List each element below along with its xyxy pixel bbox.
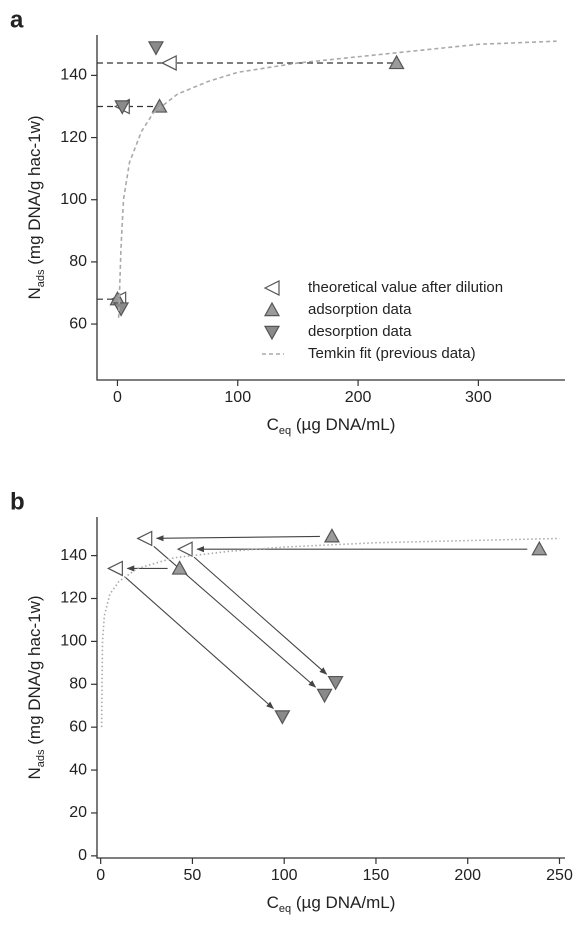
legend-label: desorption data xyxy=(308,323,412,340)
x-tick-label: 300 xyxy=(465,389,492,406)
arrow xyxy=(155,535,320,542)
data-point xyxy=(114,100,131,115)
y-tick-label: 140 xyxy=(60,67,87,84)
data-point xyxy=(323,528,340,543)
y-tick-label: 80 xyxy=(69,253,87,270)
y-tick-label: 60 xyxy=(69,315,87,332)
data-point xyxy=(388,54,405,70)
y-tick-label: 100 xyxy=(60,633,87,650)
data-point xyxy=(171,560,188,575)
legend-label: adsorption data xyxy=(308,301,412,318)
y-axis-label: Nads (mg DNA/g hac-1w) xyxy=(25,595,46,779)
axis-subscript: ads xyxy=(35,269,47,287)
axis-symbol: C xyxy=(267,415,279,434)
y-tick-label: 100 xyxy=(60,191,87,208)
axis-lines xyxy=(96,517,565,859)
axis-subscript: eq xyxy=(279,903,291,915)
axis-unit: (µg DNA/mL) xyxy=(291,415,395,434)
y-tick-label: 20 xyxy=(69,804,87,821)
axis-symbol: N xyxy=(25,287,44,299)
data-point xyxy=(113,302,130,317)
y-tick-label: 80 xyxy=(69,676,87,693)
legend-label: Temkin fit (previous data) xyxy=(308,345,476,362)
y-tick-label: 60 xyxy=(69,718,87,735)
fit-curve xyxy=(117,40,557,318)
arrow xyxy=(123,576,274,710)
legend-swatch xyxy=(263,325,281,341)
legend-swatch xyxy=(263,280,280,296)
x-tick-label: 250 xyxy=(546,867,573,884)
fit-curve xyxy=(100,537,560,728)
axis-symbol: N xyxy=(25,767,44,779)
x-tick-label: 50 xyxy=(184,867,202,884)
data-point xyxy=(147,41,164,56)
x-tick-label: 150 xyxy=(363,867,390,884)
data-point xyxy=(531,540,548,556)
x-tick-label: 100 xyxy=(224,389,251,406)
data-point xyxy=(160,55,177,71)
y-tick-label: 140 xyxy=(60,547,87,564)
data-point xyxy=(136,530,153,547)
axis-subscript: ads xyxy=(35,749,47,767)
x-tick-label: 100 xyxy=(271,867,298,884)
axis-lines xyxy=(96,35,565,381)
data-point xyxy=(274,710,291,725)
x-tick-label: 0 xyxy=(96,867,105,884)
x-axis-label: Ceq (µg DNA/mL) xyxy=(267,415,396,436)
data-point xyxy=(107,560,123,577)
data-point xyxy=(176,541,193,558)
panel-label: b xyxy=(10,488,25,515)
axis-unit: (µg DNA/mL) xyxy=(291,893,395,912)
legend-label: theoretical value after dilution xyxy=(308,279,503,296)
panel-label: a xyxy=(10,6,24,33)
legend-swatch xyxy=(263,301,281,317)
data-point xyxy=(327,675,344,691)
arrow xyxy=(193,556,328,675)
x-tick-label: 200 xyxy=(454,867,481,884)
axis-subscript: eq xyxy=(279,425,291,437)
data-point xyxy=(151,98,168,113)
y-axis-label: Nads (mg DNA/g hac-1w) xyxy=(25,115,46,299)
axis-symbol: C xyxy=(267,893,279,912)
data-point xyxy=(316,688,333,704)
y-tick-label: 120 xyxy=(60,129,87,146)
x-tick-label: 200 xyxy=(345,389,372,406)
y-tick-label: 40 xyxy=(69,761,87,778)
axis-unit: (mg DNA/g hac-1w) xyxy=(25,595,44,749)
axis-unit: (mg DNA/g hac-1w) xyxy=(25,115,44,269)
x-axis-label: Ceq (µg DNA/mL) xyxy=(267,893,396,914)
y-tick-label: 0 xyxy=(78,847,87,864)
x-tick-label: 0 xyxy=(113,389,122,406)
y-tick-label: 120 xyxy=(60,590,87,607)
